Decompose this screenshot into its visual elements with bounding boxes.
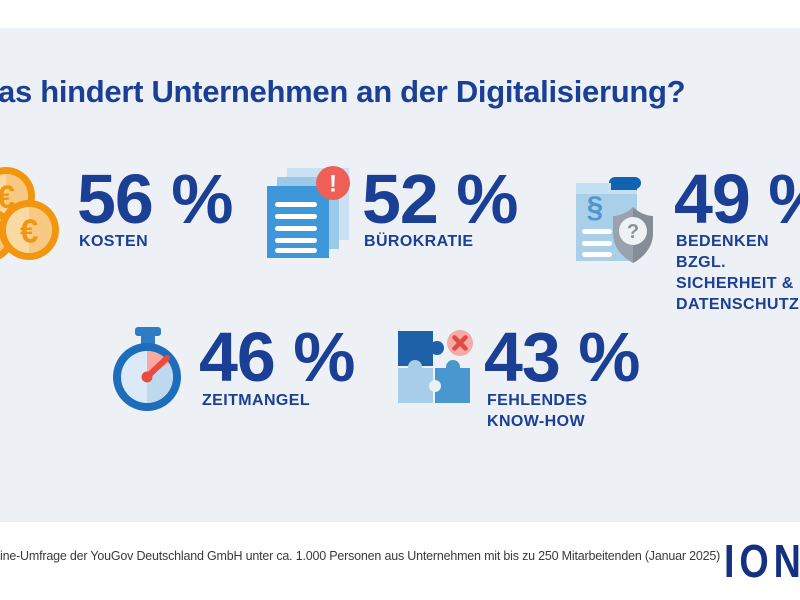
question-glyph: ? — [627, 221, 639, 243]
page-title: as hindert Unternehmen an der Digitalisi… — [0, 73, 686, 109]
stat-label-kosten: KOSTEN — [79, 233, 149, 250]
euro-coins-icon: € € € — [0, 167, 59, 260]
documents-alert-icon: ! — [267, 166, 350, 258]
stat-value-sicherheit: 49 % — [674, 160, 800, 238]
stat-value-knowhow: 43 % — [484, 318, 641, 396]
puzzle-missing-piece-icon — [398, 330, 473, 403]
stat-label-knowhow: FEHLENDES KNOW-HOW — [487, 392, 588, 430]
paragraph-document-shield-icon: § ? — [576, 177, 653, 263]
euro-glyph: € — [20, 213, 38, 250]
source-note: ine-Umfrage der YouGov Deutschland GmbH … — [0, 549, 721, 563]
stopwatch-icon — [113, 327, 181, 411]
stat-value-kosten: 56 % — [77, 160, 234, 238]
stat-label-sicherheit: BEDENKEN BZGL. SICHERHEIT & DATENSCHUTZ — [676, 233, 800, 313]
stat-value-zeitmangel: 46 % — [199, 318, 356, 396]
paragraph-glyph: § — [587, 191, 604, 224]
stat-label-zeitmangel: ZEITMANGEL — [202, 392, 310, 409]
stat-label-buerokratie: BÜROKRATIE — [364, 233, 474, 250]
ionos-logo: IONOS — [724, 535, 800, 587]
exclamation-glyph: ! — [329, 171, 337, 198]
infographic-panel — [0, 28, 800, 522]
stat-value-buerokratie: 52 % — [362, 160, 519, 238]
